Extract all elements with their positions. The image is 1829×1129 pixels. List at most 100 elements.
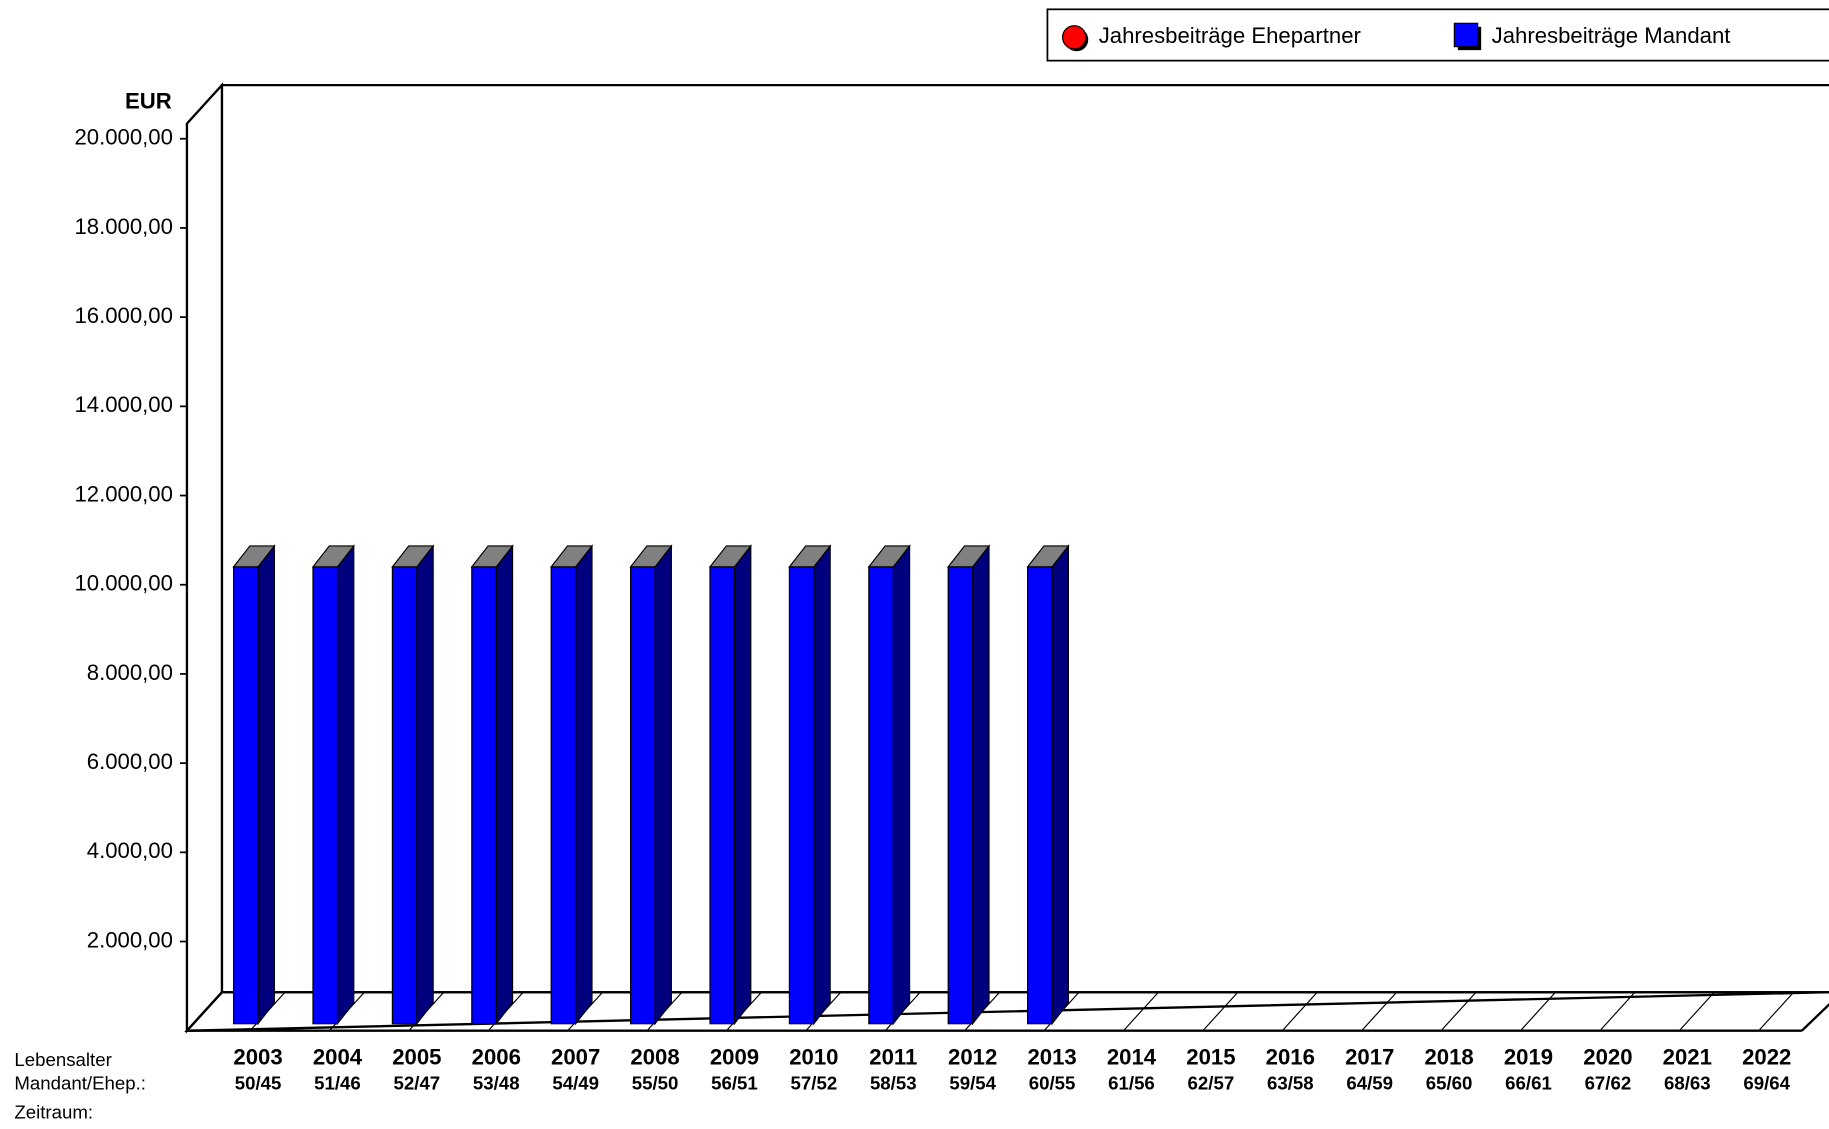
bar — [947, 544, 991, 1026]
bar-front — [630, 566, 656, 1025]
floor-divider — [1123, 991, 1159, 1032]
age-label: 59/54 — [949, 1072, 996, 1093]
bar — [311, 544, 355, 1026]
age-label: 67/62 — [1585, 1072, 1632, 1093]
bar-side — [575, 544, 593, 1026]
bar — [470, 544, 514, 1026]
row-label: Mandant/Ehep.: — [14, 1072, 146, 1093]
y-tick-label: 4.000,00 — [87, 838, 173, 863]
y-tick-label: 10.000,00 — [74, 571, 173, 596]
age-label: 60/55 — [1029, 1072, 1076, 1093]
bar-front — [947, 566, 974, 1025]
x-tick-label: 2017 — [1345, 1045, 1394, 1070]
bar — [788, 544, 832, 1026]
x-tick-label: 2006 — [472, 1045, 521, 1070]
floor-divider — [1678, 991, 1715, 1032]
y-tick-label: 6.000,00 — [87, 749, 173, 774]
floor-divider — [1202, 991, 1239, 1032]
age-label: 61/56 — [1108, 1072, 1155, 1093]
y-tick-label: 2.000,00 — [87, 927, 173, 952]
floor-divider — [1440, 991, 1477, 1032]
y-tick-label: 14.000,00 — [74, 392, 173, 417]
age-label: 50/45 — [235, 1072, 282, 1093]
x-tick-label: 2013 — [1027, 1045, 1076, 1070]
bar-side — [416, 544, 434, 1026]
x-tick-label: 2020 — [1583, 1045, 1632, 1070]
age-label: 64/59 — [1346, 1072, 1393, 1093]
bar-side — [495, 544, 514, 1026]
age-label: 63/58 — [1267, 1072, 1314, 1093]
floor — [184, 991, 1829, 1032]
age-label: 54/49 — [552, 1072, 599, 1093]
age-label: 53/48 — [473, 1072, 520, 1093]
age-label: 55/50 — [632, 1072, 679, 1093]
bar — [1026, 544, 1070, 1026]
x-tick-label: 2007 — [551, 1045, 600, 1070]
back-wall — [220, 83, 1829, 994]
y-tick-label: 18.000,00 — [74, 214, 173, 239]
legend-marker — [1061, 25, 1087, 50]
legend-marker — [1453, 22, 1479, 48]
x-tick-label: 2022 — [1742, 1045, 1791, 1070]
x-tick-label: 2008 — [630, 1045, 679, 1070]
age-label: 57/52 — [791, 1072, 838, 1093]
x-tick-label: 2019 — [1504, 1045, 1553, 1070]
bar-front — [550, 566, 577, 1025]
x-tick-label: 2015 — [1186, 1045, 1235, 1070]
y-tick-label: 8.000,00 — [87, 660, 173, 685]
bar-front — [232, 566, 259, 1025]
floor-divider — [1758, 991, 1795, 1032]
y-tick-label: 16.000,00 — [74, 303, 173, 328]
legend-box — [1046, 8, 1829, 62]
age-label: 56/51 — [711, 1072, 758, 1093]
bar-side — [733, 544, 752, 1026]
x-tick-label: 2012 — [948, 1045, 997, 1070]
bar-front — [788, 566, 815, 1025]
floor-divider — [1599, 991, 1636, 1032]
bar-front — [1027, 566, 1053, 1025]
bar — [232, 544, 276, 1026]
bar-front — [709, 566, 736, 1025]
bar — [867, 544, 911, 1026]
legend-label: Jahresbeiträge Ehepartner — [1099, 23, 1361, 48]
bar — [391, 544, 435, 1026]
bar-side — [972, 544, 990, 1026]
age-label: 58/53 — [870, 1072, 917, 1093]
bar-front — [868, 566, 894, 1025]
bar — [549, 544, 594, 1026]
age-label: 69/64 — [1743, 1072, 1790, 1093]
y-tick-label: 20.000,00 — [74, 125, 173, 150]
age-label: 65/60 — [1426, 1072, 1473, 1093]
x-tick-label: 2018 — [1424, 1045, 1473, 1070]
bar-side — [813, 544, 831, 1026]
row-label: Lebensalter — [14, 1049, 111, 1070]
bar — [708, 544, 752, 1026]
floor-divider — [1361, 991, 1398, 1032]
x-tick-label: 2011 — [869, 1045, 917, 1070]
floor-right — [1800, 1003, 1829, 1032]
x-tick-label: 2004 — [313, 1045, 363, 1070]
bar-side — [1051, 544, 1069, 1026]
floor-divider — [1281, 991, 1318, 1032]
bar-side — [257, 544, 275, 1026]
age-label: 66/61 — [1505, 1072, 1552, 1093]
side-wall — [185, 82, 224, 1034]
bar — [629, 544, 673, 1026]
bar-front — [471, 566, 497, 1025]
age-label: 62/57 — [1188, 1072, 1235, 1093]
y-tick-label: 12.000,00 — [74, 481, 173, 506]
x-tick-label: 2003 — [233, 1045, 282, 1070]
y-axis-label: EUR — [125, 88, 172, 113]
x-tick-label: 2010 — [789, 1045, 838, 1070]
age-label: 51/46 — [314, 1072, 361, 1093]
bar-side — [654, 544, 672, 1026]
bar-side — [336, 544, 355, 1026]
legend-label: Jahresbeiträge Mandant — [1492, 23, 1731, 48]
bar-front — [391, 566, 418, 1025]
x-tick-label: 2014 — [1107, 1045, 1157, 1070]
floor-divider — [1520, 991, 1556, 1032]
x-tick-label: 2009 — [710, 1045, 759, 1070]
bar-side — [892, 544, 911, 1026]
